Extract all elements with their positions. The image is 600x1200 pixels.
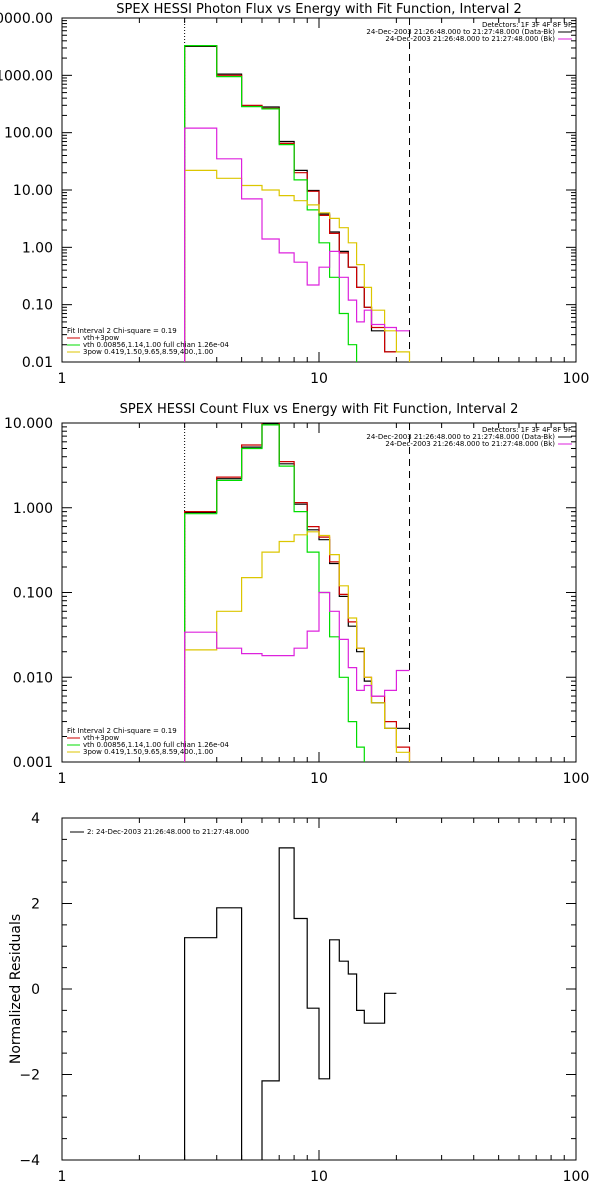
series-residuals bbox=[184, 847, 397, 1160]
legend-text: Detectors: 1F 3F 4F 8F 9F bbox=[482, 426, 572, 434]
y-tick-label: −2 bbox=[19, 1068, 40, 1084]
x-tick-label: 100 bbox=[563, 371, 590, 387]
chart-panel-2: SPEX HESSI Count Flux vs Energy with Fit… bbox=[4, 402, 590, 787]
y-tick-label: 100.00 bbox=[4, 126, 53, 142]
legend-text: 24-Dec-2003 21:26:48.000 to 21:27:48.000… bbox=[385, 440, 555, 448]
y-tick-label: 1000.00 bbox=[0, 68, 53, 84]
legend-text: vth 0.00856,1.14,1.00 full chian 1.26e-0… bbox=[83, 341, 229, 349]
x-tick-label: 1 bbox=[58, 1169, 67, 1185]
y-tick-label: 10.00 bbox=[13, 183, 53, 199]
plot-frame bbox=[61, 817, 577, 1161]
legend-text: Fit Interval 2 Chi-square = 0.19 bbox=[67, 327, 177, 335]
legend-text: vth 0.00856,1.14,1.00 full chian 1.26e-0… bbox=[83, 741, 229, 749]
series-3pow bbox=[184, 531, 411, 762]
y-tick-label: −4 bbox=[19, 1153, 40, 1169]
y-tick-label: 1.000 bbox=[13, 501, 53, 517]
y-tick-label: 0.001 bbox=[13, 755, 53, 771]
y-tick-label: 2 bbox=[31, 897, 40, 913]
legend-text: 3pow 0.419,1.50,9.65,8.59,400.,1.00 bbox=[83, 748, 213, 756]
x-tick-label: 100 bbox=[563, 1169, 590, 1185]
series-3pow bbox=[184, 169, 411, 362]
x-tick-label: 1 bbox=[58, 371, 67, 387]
series-data-bk bbox=[184, 423, 410, 762]
y-tick-label: 0.100 bbox=[13, 586, 53, 602]
x-tick-label: 1 bbox=[58, 771, 67, 787]
y-axis-label: Normalized Residuals bbox=[8, 914, 24, 1064]
legend-text: vth+3pow bbox=[83, 334, 119, 342]
legend-text: 24-Dec-2003 21:26:48.000 to 21:27:48.000… bbox=[385, 35, 555, 43]
legend-text: Detectors: 1F 3F 4F 8F 9F bbox=[482, 21, 572, 29]
y-tick-label: 0.010 bbox=[13, 670, 53, 686]
chart-title: SPEX HESSI Photon Flux vs Energy with Fi… bbox=[116, 2, 522, 17]
y-tick-label: 10.000 bbox=[4, 416, 53, 432]
y-tick-label: 10000.00 bbox=[0, 11, 53, 27]
legend-text: vth+3pow bbox=[83, 734, 119, 742]
y-tick-label: 0.10 bbox=[22, 298, 53, 314]
legend-text: Fit Interval 2 Chi-square = 0.19 bbox=[67, 727, 177, 735]
y-tick-label: 4 bbox=[31, 811, 40, 827]
x-tick-label: 100 bbox=[563, 771, 590, 787]
y-tick-label: 0.01 bbox=[22, 355, 53, 371]
chart-panel-1: SPEX HESSI Photon Flux vs Energy with Fi… bbox=[0, 2, 589, 387]
y-tick-label: 1.00 bbox=[22, 240, 53, 256]
series-bk bbox=[184, 127, 410, 362]
x-tick-label: 10 bbox=[310, 371, 328, 387]
x-tick-label: 10 bbox=[310, 771, 328, 787]
legend-text: 3pow 0.419,1.50,9.65,8.59,400.,1.00 bbox=[83, 348, 213, 356]
chart-panel-3: 1 10 100 4 2 0 −2 −4 Normalized Residuals 2: 24-D… bbox=[8, 811, 589, 1185]
legend-text: 2: 24-Dec-2003 21:26:48.000 to 21:27:48.… bbox=[87, 828, 249, 836]
chart-title: SPEX HESSI Count Flux vs Energy with Fit… bbox=[120, 402, 519, 417]
series-vth bbox=[184, 45, 358, 362]
legend-text: 24-Dec-2003 21:26:48.000 to 21:27:48.000… bbox=[366, 28, 555, 36]
series-vth-3pow bbox=[184, 423, 411, 762]
y-tick-label: 0 bbox=[31, 982, 40, 998]
series-bk bbox=[184, 591, 410, 762]
legend-text: 24-Dec-2003 21:26:48.000 to 21:27:48.000… bbox=[366, 433, 555, 441]
x-tick-label: 10 bbox=[310, 1169, 328, 1185]
